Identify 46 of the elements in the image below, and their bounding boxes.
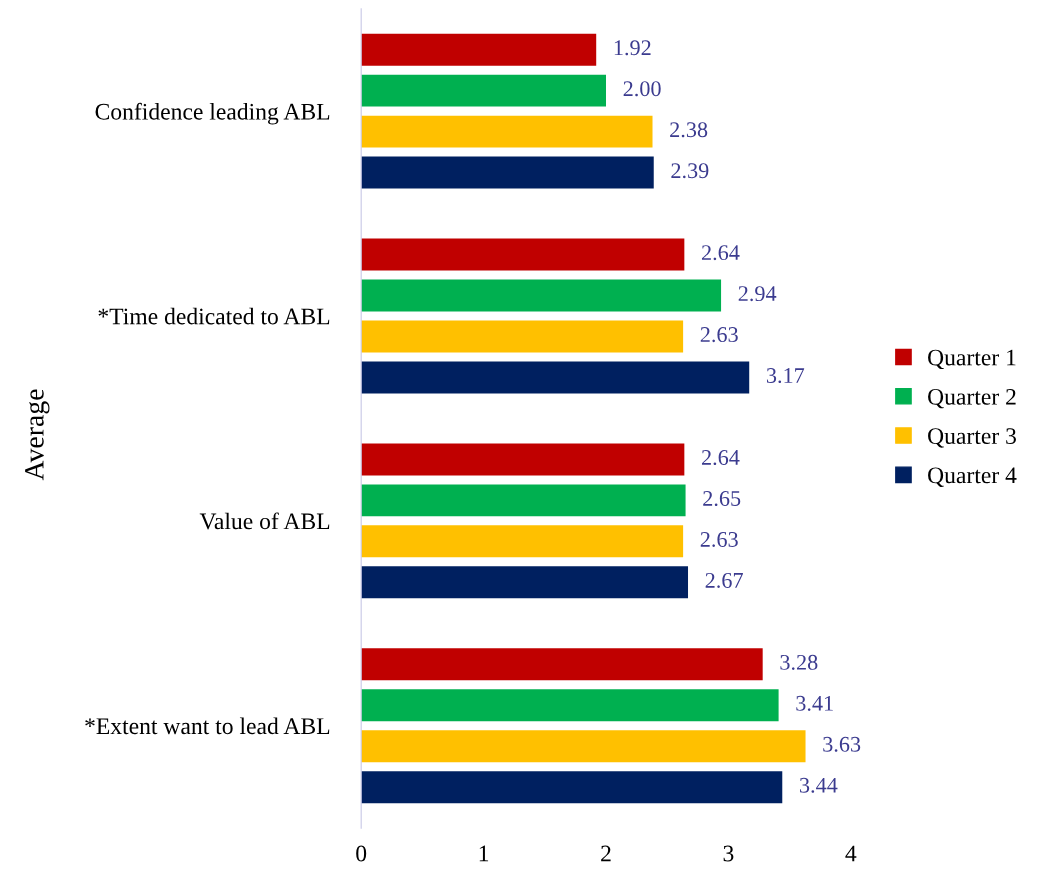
- data-label: 3.44: [800, 777, 838, 793]
- legend-label: Quarter 2: [928, 388, 1016, 409]
- data-label: 3.41: [796, 695, 833, 711]
- data-label: 2.64: [701, 450, 740, 466]
- data-label: 2.00: [623, 81, 661, 97]
- legend-label: Quarter 3: [928, 428, 1016, 448]
- x-tick-label: 0: [356, 845, 367, 862]
- bar: [361, 74, 606, 107]
- bar: [361, 689, 779, 722]
- bar: [361, 648, 763, 681]
- bar: [361, 33, 597, 66]
- bar: [361, 320, 684, 353]
- data-label: 2.38: [670, 122, 708, 138]
- y-tick-label: *Extent want to lead ABL: [85, 717, 330, 735]
- data-label: 2.63: [700, 531, 738, 547]
- x-tick-label: 1: [479, 845, 489, 862]
- data-label: 2.94: [738, 286, 777, 302]
- y-tick-label: *Time dedicated to ABL: [98, 307, 330, 325]
- bar: [361, 771, 783, 804]
- x-tick-label: 2: [601, 845, 611, 862]
- x-tick-label: 4: [845, 845, 857, 862]
- data-label: 1.92: [614, 40, 651, 56]
- bar: [361, 484, 686, 517]
- bar: [361, 525, 684, 558]
- bar: [361, 238, 685, 271]
- x-tick-label: 3: [723, 845, 734, 862]
- data-label: 2.64: [701, 245, 740, 261]
- bar: [361, 156, 654, 189]
- data-label: 2.63: [700, 327, 738, 343]
- bar: [361, 115, 653, 148]
- bar: [361, 566, 689, 599]
- data-label: 3.63: [823, 736, 861, 752]
- bar: [361, 443, 685, 476]
- bar: [361, 279, 722, 312]
- y-tick-label: Confidence leading ABL: [95, 102, 330, 125]
- legend-label: Quarter 1: [928, 349, 1016, 370]
- data-label: 3.28: [780, 654, 818, 670]
- data-label: 2.39: [671, 163, 709, 179]
- y-tick-label: Value of ABL: [199, 512, 330, 530]
- data-label: 3.17: [766, 368, 805, 384]
- y-axis-title: Average: [25, 389, 50, 481]
- data-label: 2.67: [705, 572, 743, 588]
- legend-label: Quarter 4: [928, 467, 1017, 487]
- bar: [361, 361, 750, 394]
- bar: [361, 730, 806, 763]
- data-label: 2.65: [703, 491, 741, 507]
